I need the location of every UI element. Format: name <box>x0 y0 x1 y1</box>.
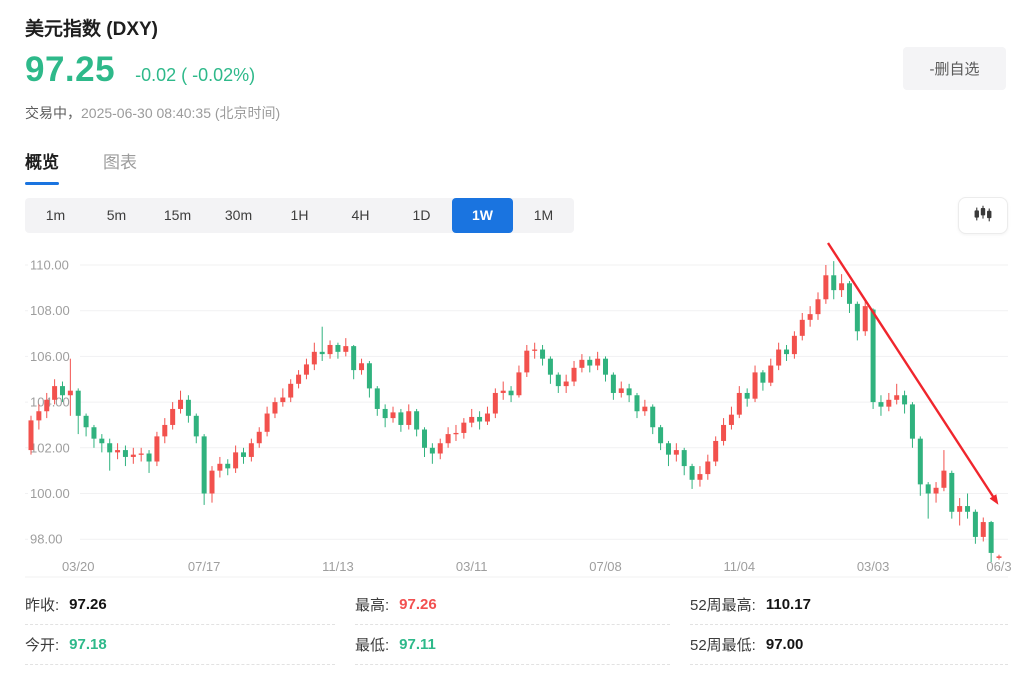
stat-value: 97.26 <box>399 596 437 613</box>
stat-row: 最低: 97.11 <box>355 625 670 665</box>
svg-text:102.00: 102.00 <box>30 440 70 455</box>
period-button-4H[interactable]: 4H <box>330 198 391 233</box>
tab-bar: 概览 图表 <box>25 148 137 185</box>
tab-overview[interactable]: 概览 <box>25 148 59 185</box>
chart-x-axis-labels: 03/20 07/17 11/13 03/11 07/08 11/04 03/03 06/3 <box>62 559 1012 574</box>
trend-arrow-annotation <box>826 242 999 505</box>
stat-row: 52周最高: 110.17 <box>690 585 1008 625</box>
stat-row: 最高: 97.26 <box>355 585 670 625</box>
svg-text:11/13: 11/13 <box>322 559 354 574</box>
period-button-1W[interactable]: 1W <box>452 198 513 233</box>
stat-value: 97.00 <box>765 636 804 653</box>
candlestick-chart: 110.00 108.00 106.00 104.00 102.00 100.00 98.0… <box>25 242 1012 578</box>
remove-watchlist-button[interactable]: -删自选 <box>903 47 1006 90</box>
svg-text:11/04: 11/04 <box>724 559 756 574</box>
stat-label: 昨收: <box>25 597 60 614</box>
stat-value: 97.26 <box>69 596 107 613</box>
period-button-1m[interactable]: 1m <box>25 198 86 233</box>
period-button-1D[interactable]: 1D <box>391 198 452 233</box>
svg-text:03/20: 03/20 <box>62 559 95 574</box>
price-block: 97.25 -0.02 ( -0.02%) <box>25 50 255 90</box>
stat-label: 今开: <box>25 637 60 654</box>
svg-text:06/3: 06/3 <box>986 559 1011 574</box>
price-change: -0.02 ( -0.02%) <box>135 65 256 85</box>
period-button-30m[interactable]: 30m <box>208 198 269 233</box>
stat-row: 昨收: 97.26 <box>25 585 335 625</box>
page-title: 美元指数 (DXY) <box>25 19 159 40</box>
stat-row: 52周最低: 97.00 <box>690 625 1008 665</box>
svg-text:03/03: 03/03 <box>857 559 890 574</box>
period-button-1H[interactable]: 1H <box>269 198 330 233</box>
svg-text:07/17: 07/17 <box>188 559 221 574</box>
last-price: 97.25 <box>25 50 116 89</box>
stats-column-middle: 最高: 97.26 最低: 97.11 <box>355 585 670 665</box>
stats-column-right: 52周最高: 110.17 52周最低: 97.00 <box>690 585 1008 665</box>
svg-text:106.00: 106.00 <box>30 349 70 364</box>
period-button-15m[interactable]: 15m <box>147 198 208 233</box>
stat-value: 97.18 <box>69 636 107 653</box>
period-selector: 1m 5m 15m 30m 1H 4H 1D 1W 1M <box>25 198 574 233</box>
svg-text:07/08: 07/08 <box>589 559 622 574</box>
period-button-5m[interactable]: 5m <box>86 198 147 233</box>
svg-text:108.00: 108.00 <box>30 303 70 318</box>
candlestick-icon <box>972 203 994 228</box>
stat-label: 最高: <box>355 597 390 614</box>
trading-state-text: 交易中， <box>25 105 81 121</box>
tab-chart[interactable]: 图表 <box>103 153 137 172</box>
svg-text:100.00: 100.00 <box>30 486 70 501</box>
chart-candles <box>28 261 1002 563</box>
chart-style-button[interactable] <box>958 197 1008 234</box>
stat-value: 97.11 <box>399 636 436 653</box>
stat-row: 今开: 97.18 <box>25 625 335 665</box>
chart-toolbar: 1m 5m 15m 30m 1H 4H 1D 1W 1M <box>25 197 1008 234</box>
svg-text:110.00: 110.00 <box>30 258 69 273</box>
trading-status: 交易中，2025-06-30 08:40:35 (北京时间) <box>25 103 280 123</box>
stats-column-left: 昨收: 97.26 今开: 97.18 <box>25 585 335 665</box>
svg-text:104.00: 104.00 <box>30 395 70 410</box>
quote-timestamp: 2025-06-30 08:40:35 (北京时间) <box>81 105 281 121</box>
svg-text:03/11: 03/11 <box>456 559 488 574</box>
chart-y-axis-labels: 110.00 108.00 106.00 104.00 102.00 100.00 98.0… <box>28 257 80 548</box>
stat-label: 52周最低: <box>690 637 756 654</box>
period-button-1M[interactable]: 1M <box>513 198 574 233</box>
svg-text:98.00: 98.00 <box>30 532 63 547</box>
stat-label: 最低: <box>355 637 390 654</box>
stat-value: 110.17 <box>765 596 811 613</box>
stat-label: 52周最高: <box>690 597 756 614</box>
